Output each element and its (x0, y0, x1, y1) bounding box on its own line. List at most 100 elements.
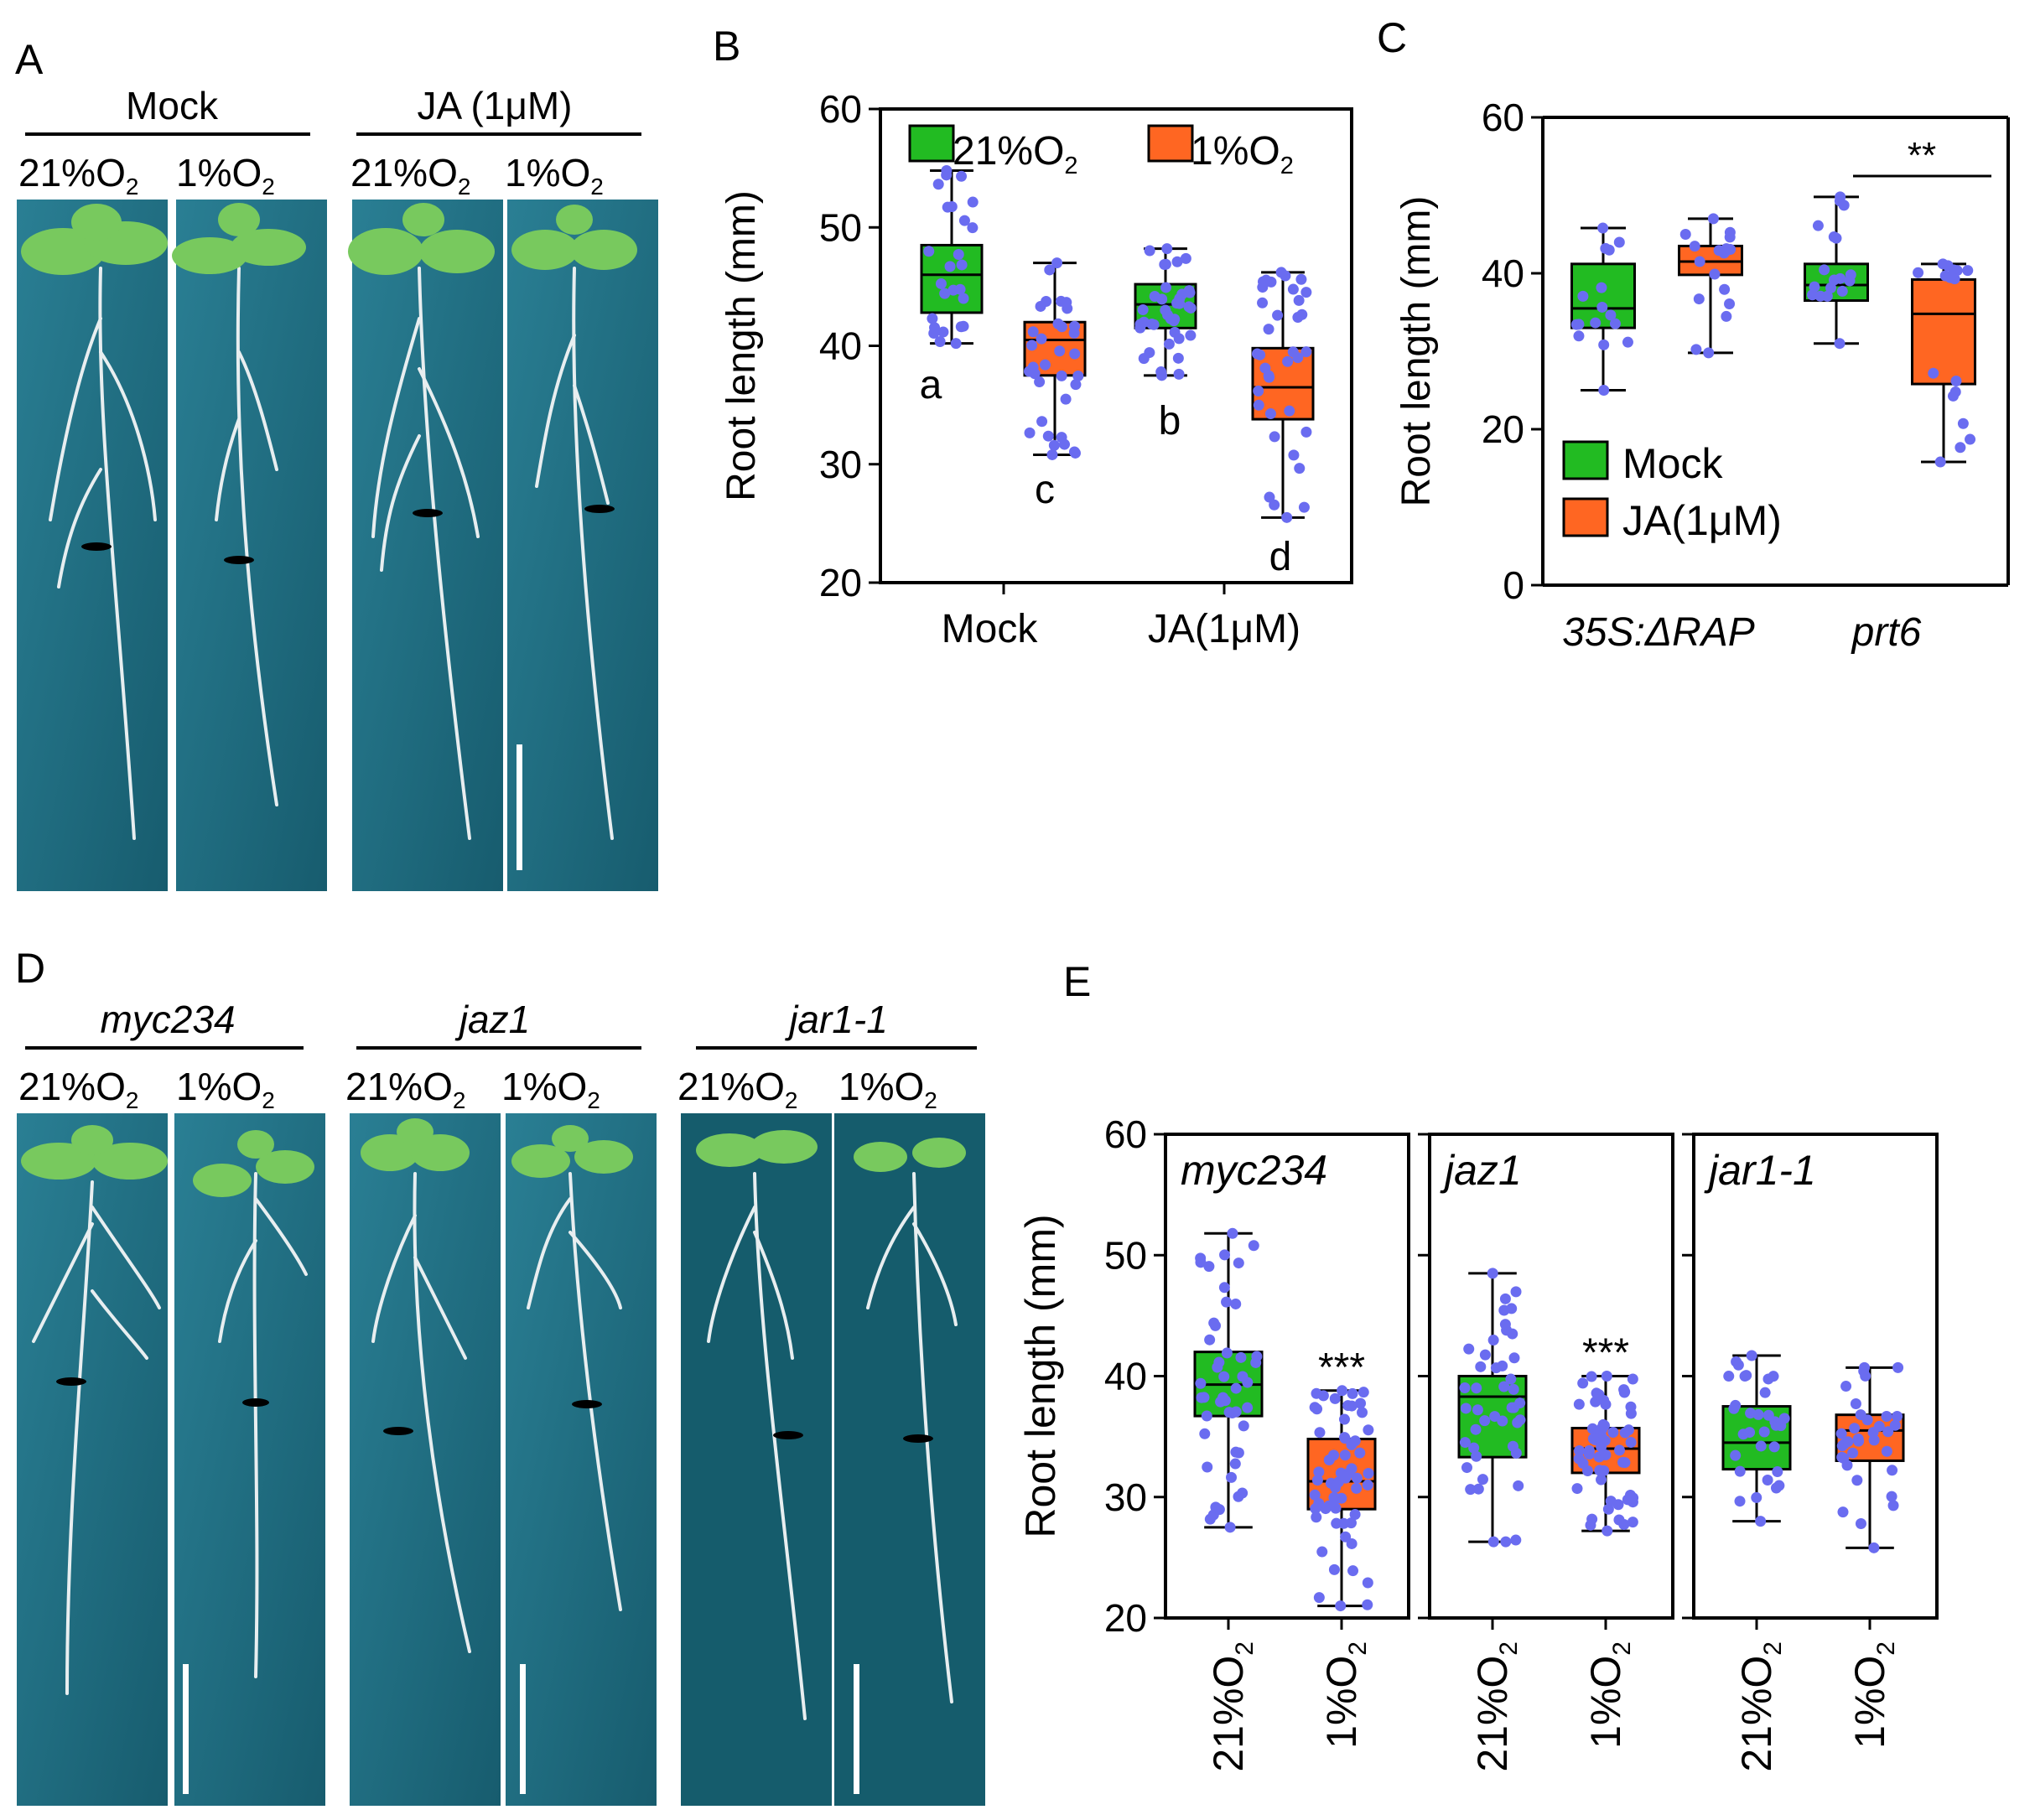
data-point (1253, 385, 1264, 397)
data-point (1229, 1458, 1241, 1470)
data-point (1347, 1565, 1359, 1577)
data-point (1837, 1506, 1849, 1518)
data-point (1046, 449, 1058, 460)
data-point (1310, 1503, 1321, 1515)
data-point (1272, 309, 1284, 321)
subpanel-jar1-1: jar1-1 21%O2 1%O2 (1682, 1133, 1939, 1772)
data-point (1745, 1408, 1757, 1419)
data-point (1882, 1426, 1894, 1438)
data-point (1497, 1360, 1508, 1371)
data-point (1770, 1482, 1782, 1494)
data-point (1690, 344, 1702, 355)
data-point (1861, 1414, 1873, 1426)
data-point (1134, 322, 1146, 334)
data-point (1069, 320, 1081, 332)
data-point (1487, 1268, 1498, 1279)
data-point (1746, 1350, 1757, 1361)
data-point (1845, 269, 1856, 281)
data-point (1161, 243, 1173, 255)
data-point (1300, 346, 1312, 358)
data-point (1586, 1371, 1597, 1382)
data-point (1160, 282, 1172, 293)
data-point (1054, 345, 1066, 357)
data-point (1202, 1461, 1213, 1473)
data-point (1029, 368, 1041, 380)
data-point (1204, 1334, 1216, 1346)
data-point (1465, 1484, 1477, 1496)
data-point (1269, 431, 1280, 443)
data-point (1587, 1433, 1599, 1444)
data-point (967, 222, 979, 234)
data-point (1183, 285, 1195, 297)
y-tick-label: 30 (1104, 1475, 1147, 1519)
data-point (1172, 352, 1184, 364)
data-point (1036, 416, 1048, 428)
data-point (1887, 1500, 1899, 1511)
data-point (1868, 1542, 1880, 1553)
data-point (1597, 222, 1609, 234)
y-tick-label: 40 (1104, 1355, 1147, 1398)
data-point (1171, 298, 1183, 309)
data-point (1867, 1427, 1879, 1439)
data-point (1044, 264, 1056, 276)
data-point (1719, 283, 1731, 295)
data-point (1825, 282, 1837, 293)
seedling-roots (32, 1172, 958, 1720)
panel-a-header-ja: JA (1μM) 21%O2 1%O2 (350, 84, 641, 200)
data-point (1851, 1475, 1863, 1486)
data-point (1835, 272, 1846, 284)
x-tick-label: JA(1μM) (1148, 607, 1300, 651)
data-point (1812, 220, 1824, 231)
data-point (1892, 1410, 1903, 1422)
root-tip-marks (81, 505, 615, 564)
data-point (935, 277, 947, 289)
data-point (1475, 1361, 1487, 1372)
group-title: myc234 (100, 998, 235, 1041)
data-point (1596, 1423, 1608, 1435)
data-point (1723, 1371, 1735, 1382)
data-point (1772, 1465, 1783, 1477)
data-point (1617, 1456, 1629, 1468)
data-point (1889, 1419, 1901, 1431)
data-point (1257, 297, 1269, 309)
data-point (1471, 1382, 1482, 1394)
data-point (1282, 355, 1294, 367)
data-point (1731, 1356, 1742, 1367)
data-point (947, 284, 959, 296)
data-point (1508, 1352, 1520, 1364)
panel-label-d: D (15, 945, 45, 992)
condition-label-left: 21%O2 (18, 1065, 138, 1113)
data-point (1613, 236, 1625, 248)
data-point (1263, 324, 1274, 335)
plate-photo-myc234-1 (174, 1113, 325, 1806)
data-point (1619, 1386, 1631, 1397)
subpanel-title: jar1-1 (1704, 1147, 1816, 1194)
data-point (1840, 1381, 1852, 1392)
data-point (1881, 1445, 1892, 1457)
condition-label-left: 21%O2 (350, 151, 470, 200)
condition-label-right: 1%O2 (838, 1065, 937, 1113)
data-point (1300, 426, 1312, 438)
data-point (1351, 1472, 1363, 1484)
data-point (1311, 1387, 1322, 1399)
data-point (1734, 1496, 1746, 1507)
data-point (1728, 1403, 1740, 1414)
data-point (1349, 1509, 1361, 1521)
data-point (1622, 336, 1633, 348)
data-point (1345, 1517, 1357, 1529)
data-point (1288, 449, 1300, 461)
data-point (1070, 379, 1082, 391)
data-point (1596, 282, 1607, 293)
data-point (1593, 1389, 1605, 1401)
plate-photo-ja-21 (352, 200, 503, 891)
data-point (1069, 348, 1081, 360)
data-point (1498, 1381, 1510, 1392)
data-point (1461, 1462, 1472, 1474)
panel-d-header-jar1: jar1-1 21%O2 1%O2 (677, 998, 977, 1113)
data-point (1573, 330, 1585, 342)
condition-label-right: 1%O2 (176, 1065, 275, 1113)
data-point (1775, 1420, 1787, 1432)
data-point (1355, 1397, 1367, 1409)
data-point (1849, 1423, 1861, 1434)
data-point (937, 326, 949, 338)
